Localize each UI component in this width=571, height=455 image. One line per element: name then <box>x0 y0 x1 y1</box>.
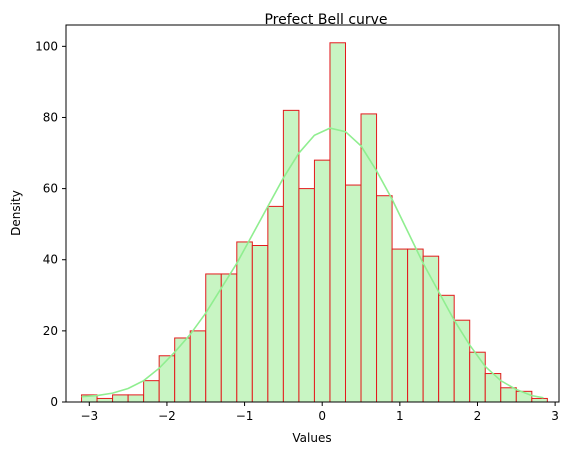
y-tick-label: 60 <box>43 182 58 196</box>
y-tick-label: 40 <box>43 253 58 267</box>
y-axis-label: Density <box>9 190 23 236</box>
histogram-bar <box>189 330 207 403</box>
histogram-bar <box>236 241 253 403</box>
histogram-bar <box>531 397 548 403</box>
histogram-bar <box>158 355 176 403</box>
x-tick-label: −2 <box>158 409 176 423</box>
histogram-bar <box>313 159 331 403</box>
histogram-bar <box>438 294 455 403</box>
y-tick-label: 100 <box>35 39 58 53</box>
y-tick-label: 0 <box>50 395 58 409</box>
histogram-bar <box>127 394 145 403</box>
histogram-bar <box>96 397 114 403</box>
histogram-bar <box>344 184 362 403</box>
x-tick-label: 0 <box>318 409 326 423</box>
histogram-bar <box>500 387 517 403</box>
kde-group <box>81 127 544 399</box>
y-tick-label: 20 <box>43 324 58 338</box>
histogram-bar <box>376 195 393 403</box>
histogram-bar <box>391 248 409 403</box>
x-axis-label: Values <box>292 431 331 445</box>
histogram-bar <box>143 380 160 403</box>
histogram-bar <box>407 248 424 403</box>
histogram-bar <box>112 394 129 403</box>
kde-line <box>81 127 544 399</box>
histogram-bar <box>298 188 315 403</box>
x-tick-label: −1 <box>236 409 254 423</box>
histogram-bar <box>220 273 238 403</box>
x-tick-label: 1 <box>396 409 404 423</box>
y-axis-ticks: 0 20 40 60 80 100 <box>35 39 66 409</box>
histogram-bar <box>251 245 269 403</box>
chart-title: Prefect Bell curve <box>264 12 387 28</box>
plot-frame <box>65 24 560 403</box>
histogram-bar <box>469 351 486 403</box>
histogram-bar <box>174 337 191 403</box>
y-tick-label: 80 <box>43 110 58 124</box>
histogram-bar <box>329 42 346 403</box>
histogram-bar <box>267 205 284 403</box>
x-tick-label: 2 <box>474 409 482 423</box>
bars-group <box>81 42 548 403</box>
histogram-bar <box>282 109 300 403</box>
x-tick-label: −3 <box>80 409 98 423</box>
x-tick-label: 3 <box>551 409 559 423</box>
x-axis-ticks: −3 −2 −1 0 1 2 3 <box>80 402 559 423</box>
